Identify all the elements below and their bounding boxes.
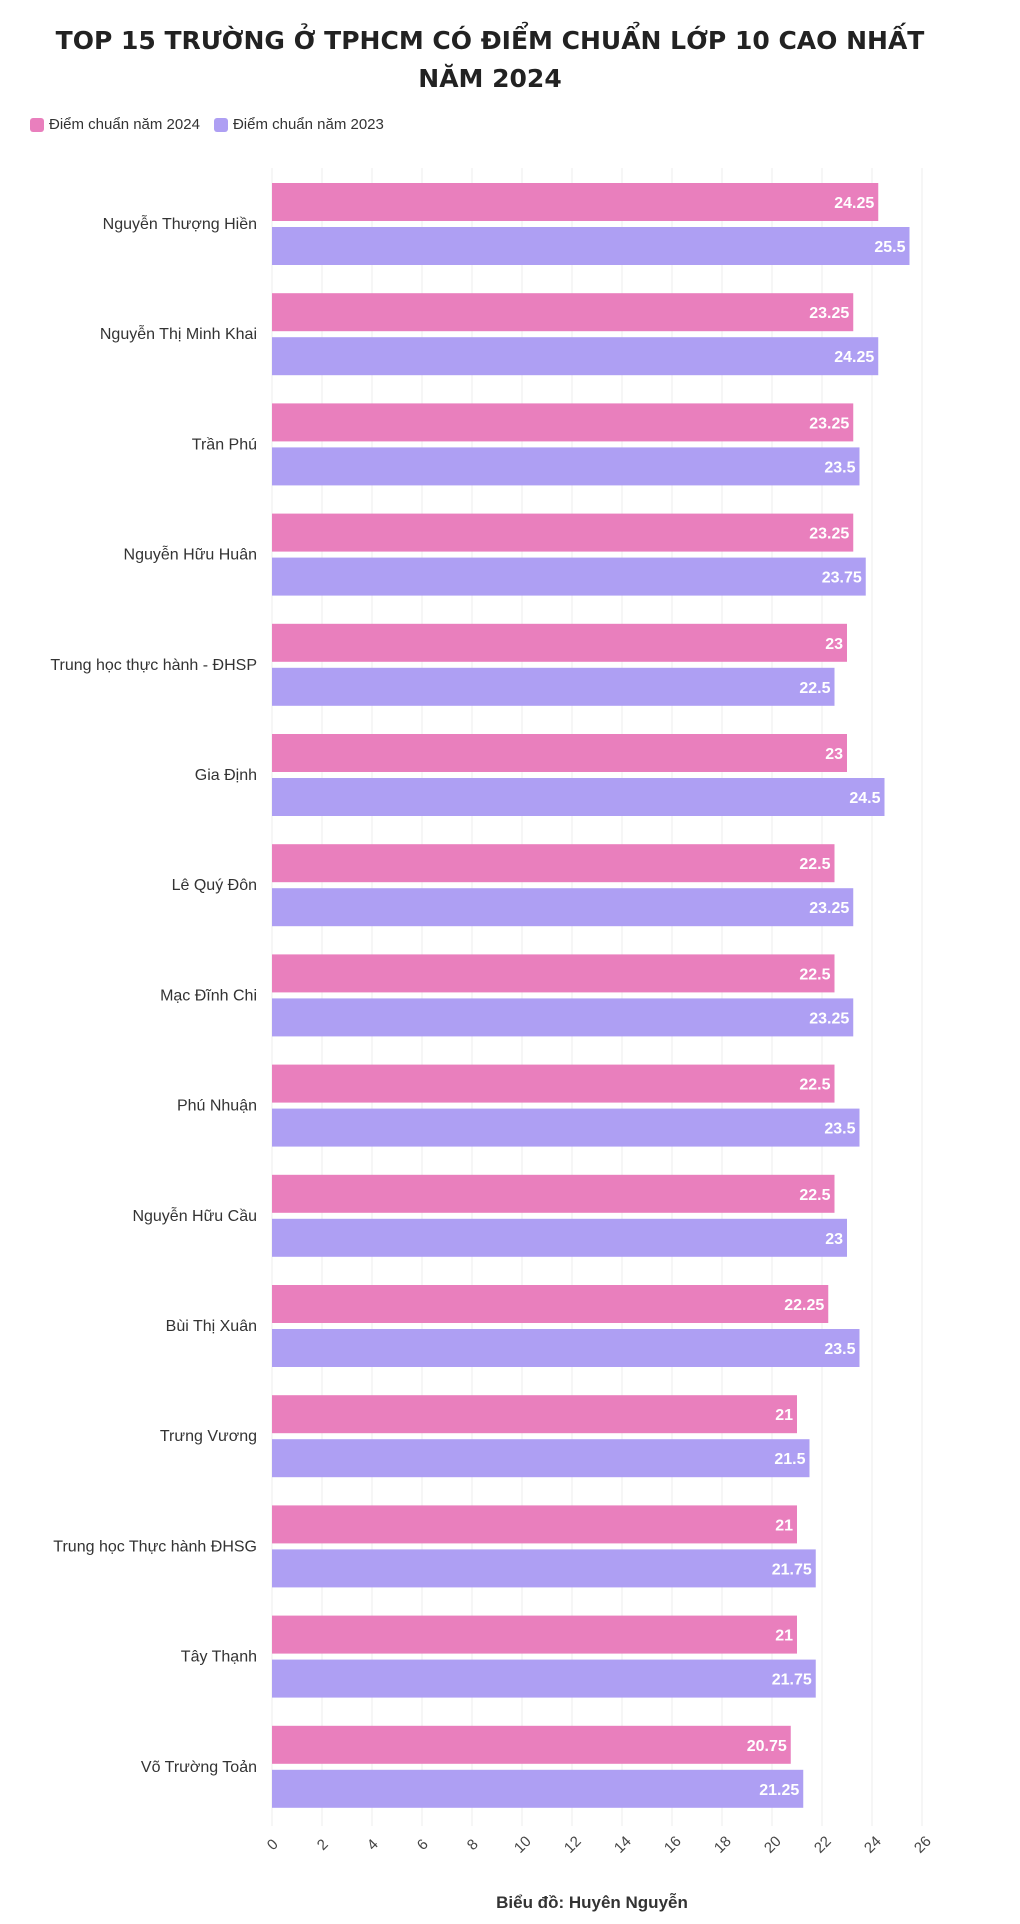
- bar-2024: [272, 183, 879, 221]
- data-label: 22.5: [799, 680, 830, 697]
- bar-2023: [272, 1769, 804, 1808]
- x-tick-label: 0: [264, 1836, 282, 1854]
- category-label: Gia Định: [195, 767, 257, 784]
- x-tick-label: 16: [661, 1833, 685, 1857]
- category-label: Mạc Đĩnh Chi: [160, 987, 257, 1004]
- legend: Điểm chuẩn năm 2024 Điểm chuẩn năm 2023: [30, 116, 384, 133]
- chart-title: TOP 15 TRƯỜNG Ở TPHCM CÓ ĐIỂM CHUẨN LỚP …: [55, 26, 925, 93]
- data-label: 21: [775, 1628, 793, 1645]
- data-label: 23.25: [809, 526, 849, 543]
- bar-2024: [272, 513, 854, 552]
- data-label: 23.5: [824, 459, 855, 476]
- bar-2024: [272, 734, 847, 772]
- bar-2024: [272, 403, 854, 442]
- data-label: 23: [825, 746, 843, 763]
- bar-2023: [272, 557, 866, 596]
- category-label: Trưng Vương: [160, 1428, 257, 1445]
- bar-2023: [272, 227, 910, 265]
- bar-2024: [272, 1395, 797, 1434]
- data-label: 22.25: [784, 1297, 824, 1314]
- data-label: 22.5: [799, 1077, 830, 1094]
- data-label: 21.5: [774, 1451, 805, 1468]
- legend-item-2024[interactable]: Điểm chuẩn năm 2024: [30, 116, 200, 133]
- bar-2024: [272, 623, 847, 662]
- bar-2023: [272, 1659, 816, 1698]
- x-tick-label: 14: [611, 1833, 635, 1857]
- bar-2023: [272, 888, 854, 927]
- category-label: Bùi Thị Xuân: [166, 1318, 257, 1335]
- category-label: Phú Nhuận: [177, 1098, 257, 1115]
- category-label: Lê Quý Đôn: [172, 877, 257, 894]
- x-tick-label: 4: [364, 1836, 382, 1854]
- x-tick-label: 6: [414, 1836, 432, 1854]
- bar-2023: [272, 1439, 810, 1478]
- legend-label-2024: Điểm chuẩn năm 2024: [49, 116, 200, 133]
- category-label: Nguyễn Hữu Huân: [124, 545, 257, 564]
- bar-2023: [272, 1329, 860, 1367]
- data-label: 23.5: [824, 1341, 855, 1358]
- bar-2023: [272, 778, 885, 816]
- bar-2023: [272, 447, 860, 486]
- category-label: Nguyễn Hữu Cầu: [132, 1206, 257, 1225]
- data-label: 24.25: [834, 195, 874, 212]
- category-label: Nguyễn Thượng Hiền: [103, 214, 257, 233]
- bar-2023: [272, 1108, 860, 1147]
- bar-2023: [272, 1218, 847, 1257]
- bar-2023: [272, 998, 854, 1037]
- x-tick-label: 24: [861, 1833, 885, 1857]
- data-label: 23.5: [824, 1121, 855, 1138]
- data-label: 25.5: [874, 239, 905, 256]
- bar-2024: [272, 1615, 797, 1654]
- bar-2023: [272, 667, 835, 706]
- data-label: 23: [825, 1231, 843, 1248]
- data-label: 23: [825, 636, 843, 653]
- bar-2024: [272, 1174, 835, 1213]
- data-label: 23.25: [809, 305, 849, 322]
- data-label: 21.25: [759, 1782, 799, 1799]
- category-label: Nguyễn Thị Minh Khai: [100, 324, 257, 343]
- data-label: 21.75: [772, 1561, 812, 1578]
- data-label: 21: [775, 1407, 793, 1424]
- category-label: Tây Thạnh: [181, 1649, 257, 1666]
- x-tick-label: 10: [511, 1833, 535, 1857]
- bar-2023: [272, 1549, 816, 1588]
- legend-swatch-2024: [30, 117, 44, 132]
- data-label: 23.25: [809, 1010, 849, 1027]
- x-tick-label: 12: [561, 1833, 585, 1857]
- data-label: 24.25: [834, 349, 874, 366]
- bar-2024: [272, 293, 854, 332]
- x-tick-label: 2: [314, 1836, 332, 1854]
- bar-2024: [272, 844, 835, 883]
- bar-2024: [272, 954, 835, 993]
- bar-2024: [272, 1505, 797, 1544]
- bar-2024: [272, 1064, 835, 1103]
- data-label: 24.5: [849, 790, 880, 807]
- data-label: 21.75: [772, 1672, 812, 1689]
- x-tick-label: 18: [711, 1833, 735, 1857]
- data-label: 23.25: [809, 415, 849, 432]
- data-label: 21: [775, 1517, 793, 1534]
- bar-2024: [272, 1725, 791, 1764]
- legend-swatch-2023: [213, 117, 228, 132]
- data-label: 23.25: [809, 900, 849, 917]
- x-tick-label: 22: [811, 1833, 835, 1857]
- x-tick-label: 26: [911, 1833, 935, 1857]
- category-label: Võ Trường Toản: [141, 1759, 257, 1776]
- bar-2023: [272, 337, 879, 376]
- data-label: 20.75: [747, 1738, 787, 1755]
- data-label: 23.75: [822, 570, 862, 587]
- legend-label-2023: Điểm chuẩn năm 2023: [232, 116, 384, 133]
- category-label: Trung học thực hành - ĐHSP: [50, 657, 257, 674]
- x-tick-label: 8: [464, 1836, 482, 1854]
- legend-item-2023[interactable]: Điểm chuẩn năm 2023: [213, 116, 384, 133]
- data-label: 22.5: [799, 966, 830, 983]
- category-label: Trung học Thực hành ĐHSG: [53, 1538, 257, 1555]
- category-label: Trần Phú: [192, 436, 257, 453]
- data-label: 22.5: [799, 1187, 830, 1204]
- x-tick-label: 20: [761, 1833, 785, 1857]
- data-label: 22.5: [799, 856, 830, 873]
- chart-credit: Biểu đồ: Huyên Nguyễn: [496, 1893, 688, 1912]
- bar-2024: [272, 1285, 829, 1323]
